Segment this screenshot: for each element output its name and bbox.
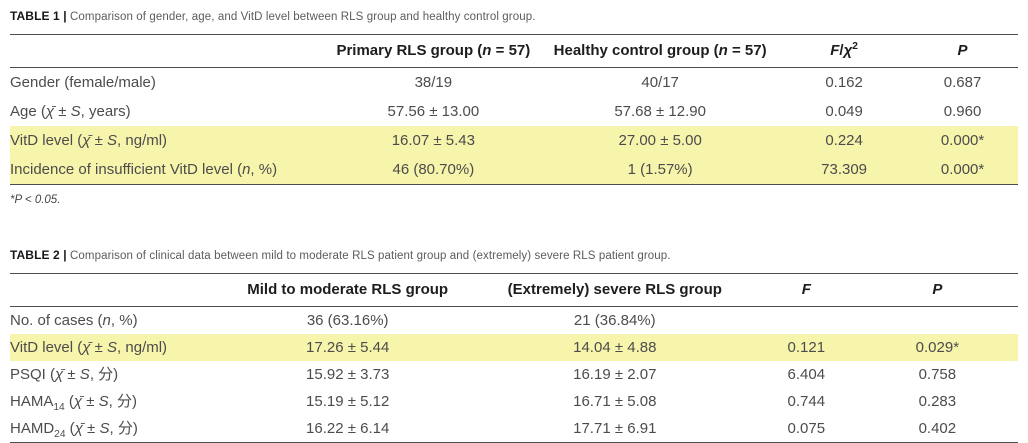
table2-header-extremely-severe-group: (Extremely) severe RLS group	[473, 273, 756, 307]
table1-header-spacer	[10, 34, 328, 68]
table1-header-row: Primary RLS group (n = 57) Healthy contr…	[10, 34, 1018, 68]
cell-value: 15.19 ± 5.12	[306, 393, 390, 410]
table2-caption-text: Comparison of clinical data between mild…	[70, 250, 671, 262]
cell-value: 15.92 ± 3.73	[306, 366, 390, 383]
cell-value: 38/19	[414, 74, 453, 91]
row-label: HAMA14 (χ̄ ± S, 分)	[10, 393, 137, 413]
cell-value: 57.68 ± 12.90	[614, 103, 706, 120]
table2-row-hamd24: HAMD24 (χ̄ ± S, 分) 16.22 ± 6.14 17.71 ± …	[10, 415, 1018, 443]
cell-value: 0.162	[825, 74, 863, 91]
table1-row-age: Age (χ̄ ± S, years) 57.56 ± 13.00 57.68 …	[10, 97, 1018, 126]
table1-row-gender: Gender (female/male) 38/19 40/17 0.162 0…	[10, 68, 1018, 98]
cell-value: 57.56 ± 13.00	[387, 103, 480, 120]
table2-header-f: F	[755, 273, 857, 307]
cell-value: 16.71 ± 5.08	[573, 393, 657, 410]
table1-caption-text: Comparison of gender, age, and VitD leve…	[70, 11, 536, 23]
row-label: Gender (female/male)	[10, 74, 156, 91]
table2-label: TABLE 2 |	[10, 248, 67, 262]
row-label: PSQI (χ̄ ± S, 分)	[10, 366, 119, 383]
table2-header-mild-moderate-group: Mild to moderate RLS group	[221, 273, 474, 307]
cell-value: 0.402	[856, 415, 1018, 443]
row-label: VitD level (χ̄ ± S, ng/ml)	[10, 132, 168, 149]
table2-row-psqi: PSQI (χ̄ ± S, 分) 15.92 ± 3.73 16.19 ± 2.…	[10, 361, 1018, 388]
table1-row-vitd-level: VitD level (χ̄ ± S, ng/ml) 16.07 ± 5.43 …	[10, 126, 1018, 155]
table1: Primary RLS group (n = 57) Healthy contr…	[10, 34, 1018, 185]
table2-row-no-of-cases: No. of cases (n, %) 36 (63.16%) 21 (36.8…	[10, 307, 1018, 335]
cell-value	[756, 307, 857, 335]
table2-header-row: Mild to moderate RLS group (Extremely) s…	[10, 273, 1018, 307]
row-label: Incidence of insufficient VitD level (n,…	[10, 155, 328, 185]
cell-value: 14.04 ± 4.88	[573, 339, 657, 356]
table1-header-f-chi2: F/χ2	[781, 34, 908, 68]
cell-value: 0.049	[825, 103, 863, 120]
table2-header-p: P	[856, 273, 1018, 307]
cell-value: 0.758	[918, 366, 957, 383]
cell-value: 40/17	[641, 74, 679, 91]
row-label: VitD level (χ̄ ± S, ng/ml)	[10, 339, 168, 356]
row-label: HAMD24 (χ̄ ± S, 分)	[10, 415, 222, 443]
row-label: Age (χ̄ ± S, years)	[10, 103, 131, 120]
cell-value: 21 (36.84%)	[573, 312, 656, 329]
cell-value: 6.404	[787, 366, 826, 383]
table1-footnote: *P < 0.05.	[10, 194, 61, 206]
cell-value: 17.26 ± 5.44	[306, 339, 390, 356]
table2-header-spacer	[10, 273, 222, 307]
cell-value: 0.029*	[915, 339, 960, 356]
cell-value: 16.19 ± 2.07	[573, 366, 657, 383]
table1-label: TABLE 1 |	[10, 9, 67, 23]
cell-value: 0.283	[918, 393, 957, 410]
table1-header-primary-rls-group: Primary RLS group (n = 57)	[327, 34, 540, 68]
table1-caption: TABLE 1 | Comparison of gender, age, and…	[10, 8, 1018, 25]
table2-row-vitd-level: VitD level (χ̄ ± S, ng/ml) 17.26 ± 5.44 …	[10, 334, 1018, 361]
table2-block: TABLE 2 | Comparison of clinical data be…	[10, 247, 1018, 443]
cell-value: 0.960	[943, 103, 982, 120]
row-label: No. of cases (n, %)	[10, 312, 138, 329]
cell-value: 36 (63.16%)	[306, 312, 389, 329]
table2-caption: TABLE 2 | Comparison of clinical data be…	[10, 247, 1018, 264]
cell-value: 0.224	[825, 132, 863, 149]
cell-value: 0.075	[755, 415, 857, 443]
cell-value: 46 (80.70%)	[327, 155, 540, 185]
cell-value: 0.000*	[907, 155, 1018, 185]
table2-row-hama14: HAMA14 (χ̄ ± S, 分) 15.19 ± 5.12 16.71 ± …	[10, 388, 1018, 415]
cell-value: 16.22 ± 6.14	[221, 415, 474, 443]
cell-value: 1 (1.57%)	[539, 155, 782, 185]
cell-value: 16.07 ± 5.43	[391, 132, 475, 149]
table1-block: TABLE 1 | Comparison of gender, age, and…	[10, 8, 1018, 207]
cell-value	[857, 307, 1018, 335]
table2: Mild to moderate RLS group (Extremely) s…	[10, 273, 1018, 443]
cell-value: 0.744	[787, 393, 826, 410]
cell-value: 0.000*	[940, 132, 985, 149]
table1-header-p: P	[907, 34, 1018, 68]
cell-value: 0.687	[943, 74, 982, 91]
cell-value: 0.121	[787, 339, 826, 356]
cell-value: 27.00 ± 5.00	[618, 132, 702, 149]
table1-row-insufficient-vitd: Incidence of insufficient VitD level (n,…	[10, 155, 1018, 185]
cell-value: 73.309	[781, 155, 908, 185]
cell-value: 17.71 ± 6.91	[473, 415, 756, 443]
table1-header-healthy-control-group: Healthy control group (n = 57)	[539, 34, 782, 68]
